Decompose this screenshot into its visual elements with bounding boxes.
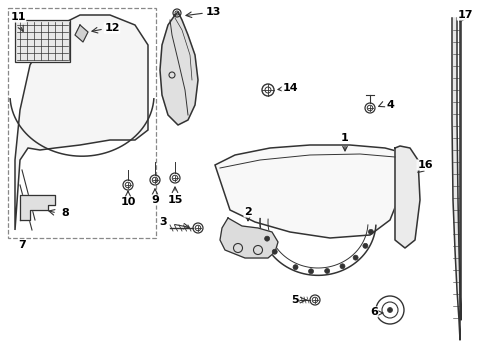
Circle shape <box>293 265 298 270</box>
Text: 2: 2 <box>244 207 252 221</box>
Text: 5: 5 <box>291 295 299 305</box>
Circle shape <box>368 229 373 234</box>
Text: 4: 4 <box>386 100 394 110</box>
Circle shape <box>265 236 270 241</box>
Polygon shape <box>75 25 88 42</box>
Polygon shape <box>20 195 55 220</box>
Text: 13: 13 <box>205 7 221 17</box>
Text: 8: 8 <box>61 208 69 218</box>
Text: 12: 12 <box>104 23 120 33</box>
Text: 10: 10 <box>121 197 136 207</box>
Polygon shape <box>215 145 402 238</box>
Text: 1: 1 <box>341 133 349 151</box>
Text: 11: 11 <box>10 12 26 22</box>
Circle shape <box>388 307 392 312</box>
Text: 15: 15 <box>167 195 183 205</box>
Polygon shape <box>452 18 461 340</box>
Text: 16: 16 <box>417 160 433 170</box>
Text: 17: 17 <box>457 10 473 20</box>
Text: 9: 9 <box>151 195 159 205</box>
Circle shape <box>340 264 345 269</box>
Polygon shape <box>220 218 278 258</box>
Text: 7: 7 <box>18 240 26 250</box>
Circle shape <box>353 255 358 260</box>
Circle shape <box>325 269 330 274</box>
Circle shape <box>309 269 314 274</box>
Polygon shape <box>15 15 148 230</box>
Bar <box>8 8 156 238</box>
Polygon shape <box>160 12 198 125</box>
Circle shape <box>272 249 277 254</box>
Text: 14: 14 <box>282 83 298 93</box>
Text: 3: 3 <box>159 217 167 227</box>
Bar <box>15 20 70 62</box>
Circle shape <box>363 243 368 248</box>
Text: 6: 6 <box>370 307 378 317</box>
Polygon shape <box>395 146 420 248</box>
